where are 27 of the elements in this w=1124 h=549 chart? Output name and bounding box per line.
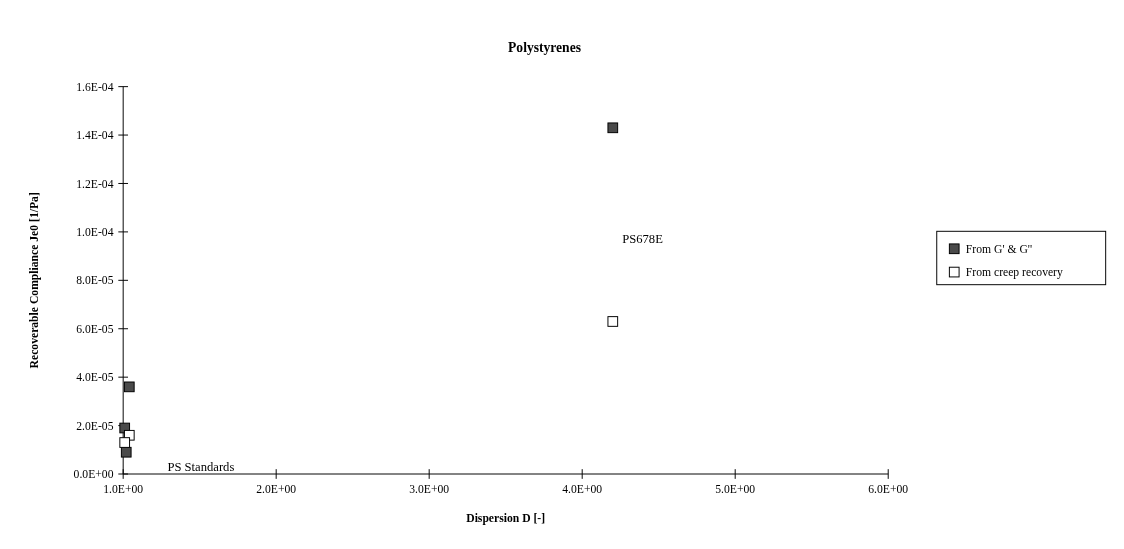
- y-tick-label: 2.0E-05: [76, 419, 114, 433]
- y-tick-label: 1.6E-04: [76, 80, 114, 94]
- x-tick-label: 3.0E+00: [409, 483, 450, 497]
- chart-title: Polystyrenes: [508, 39, 581, 55]
- y-axis-title: Recoverable Compliance Je0 [1/Pa]: [27, 192, 41, 369]
- annotation: PS Standards: [167, 459, 235, 474]
- x-tick-label: 6.0E+00: [868, 483, 909, 497]
- point: [607, 316, 619, 327]
- x-axis-title: Dispersion D [-]: [466, 511, 546, 525]
- y-tick-label: 0.0E+00: [73, 468, 114, 482]
- y-tick-label: 1.2E-04: [76, 177, 114, 191]
- point: [119, 437, 131, 448]
- x-tick-label: 2.0E+00: [256, 483, 297, 497]
- legend-label: From creep recovery: [965, 266, 1064, 280]
- annotation: PS678E: [622, 232, 664, 247]
- y-tick-label: 4.0E-05: [76, 371, 114, 385]
- x-tick-label: 1.0E+00: [103, 483, 144, 497]
- x-tick-label: 4.0E+00: [562, 483, 603, 497]
- point: [607, 122, 619, 134]
- y-tick-label: 6.0E-05: [76, 322, 114, 336]
- y-tick-label: 1.0E-04: [76, 225, 114, 239]
- point: [120, 446, 132, 458]
- y-tick-label: 1.4E-04: [76, 129, 114, 143]
- legend-label: From G' & G'': [965, 242, 1032, 256]
- y-tick-label: 8.0E-05: [76, 274, 114, 288]
- point: [123, 381, 135, 393]
- x-tick-label: 5.0E+00: [715, 483, 756, 497]
